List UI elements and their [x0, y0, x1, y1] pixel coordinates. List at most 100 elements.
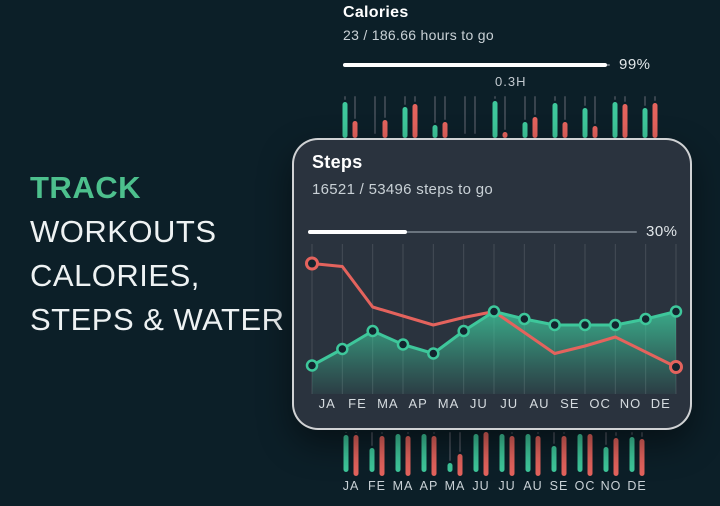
steps-data-point — [366, 324, 379, 338]
ticker-wick — [407, 432, 409, 434]
ticker-bar-red — [352, 121, 358, 138]
chart-month-label: NO — [620, 396, 642, 411]
steps-progress: 30% — [308, 223, 678, 240]
ticker-wick — [594, 96, 596, 124]
ticker-bar-red — [379, 436, 385, 476]
ticker-bar-green — [447, 463, 453, 472]
steps-data-point — [639, 312, 652, 326]
ticker-wick — [374, 96, 376, 134]
steps-card: JA FE MA AP MA JU JU AU SE OC NO DE Steps 16521 / 5… — [292, 138, 692, 430]
bottom-ticker-chart: JA FE MA AP MA JU JU AU SE OC NO DE — [343, 432, 646, 493]
ticker-wick — [504, 96, 506, 130]
steps-subtitle: 16521 / 53496 steps to go — [312, 181, 493, 198]
ticker-wick — [524, 96, 526, 120]
ticker-wick — [614, 96, 616, 100]
ticker-wick — [384, 96, 386, 118]
ticker-bar-green — [603, 447, 609, 472]
ticker-bar-green — [432, 125, 438, 138]
ticker-bar-red — [431, 436, 437, 476]
bottom-month-label: SE — [550, 479, 569, 493]
bottom-month-label: DE — [627, 479, 646, 493]
ticker-bar-red — [561, 436, 567, 476]
steps-data-point — [578, 318, 592, 332]
ticker-bar-green — [642, 108, 648, 138]
steps-data-point — [305, 359, 319, 372]
ticker-wick — [459, 432, 461, 452]
chart-month-label: FE — [348, 396, 367, 411]
ticker-wick — [354, 96, 356, 119]
steps-percent: 30% — [646, 223, 678, 240]
ticker-bar-red — [353, 435, 359, 476]
ticker-bar-green — [499, 434, 505, 472]
ticker-wick — [615, 432, 617, 436]
ticker-bar-red — [442, 122, 448, 138]
ticker-bar-red — [613, 438, 619, 476]
chart-month-label: MA — [377, 396, 399, 411]
ticker-bar-red — [639, 439, 645, 476]
ticker-bar-red — [457, 454, 463, 476]
steps-title: Steps — [312, 152, 363, 172]
ticker-wick — [553, 432, 555, 444]
bottom-month-label: AP — [420, 479, 439, 493]
steps-area — [312, 311, 676, 394]
ticker-wick — [371, 432, 373, 446]
calories-time-marker: 0.3H — [495, 74, 527, 89]
ticker-wick — [433, 432, 435, 434]
ticker-bar-green — [395, 434, 401, 472]
top-ticker-chart — [342, 96, 658, 138]
steps-progress-fill — [308, 229, 407, 234]
steps-data-point — [396, 338, 410, 351]
ticker-wick — [344, 96, 346, 100]
bottom-month-label: MA — [393, 479, 414, 493]
calories-section: Calories 23 / 186.66 hours to go 99% 0.3… — [343, 4, 683, 89]
chart-month-label: AP — [408, 396, 427, 411]
steps-progress-bar — [308, 229, 637, 235]
calories-progress-fill — [343, 62, 608, 67]
steps-data-point — [336, 342, 349, 356]
bottom-month-label: OC — [575, 479, 596, 493]
ticker-wick — [554, 96, 556, 101]
steps-data-point — [457, 324, 470, 338]
ticker-wick — [624, 96, 626, 102]
steps-data-point — [609, 318, 622, 332]
ticker-bar-green — [402, 107, 408, 138]
chart-month-label: OC — [589, 396, 611, 411]
ticker-bar-red — [592, 126, 598, 138]
ticker-wick — [381, 432, 383, 434]
ticker-wick — [449, 432, 451, 461]
ticker-bar-green — [369, 448, 375, 472]
headline-line-3: STEPS & WATER — [30, 302, 285, 337]
ticker-bar-red — [652, 103, 658, 138]
ticker-wick — [563, 432, 565, 434]
headline-line-2: CALORIES, — [30, 258, 200, 293]
ticker-bar-green — [421, 434, 427, 472]
steps-data-point — [548, 318, 561, 332]
chart-month-label: AU — [529, 396, 549, 411]
bottom-month-label: FE — [368, 479, 386, 493]
ticker-bar-red — [412, 104, 418, 138]
ticker-bar-green — [577, 434, 583, 472]
steps-data-point — [669, 305, 683, 318]
ticker-wick — [537, 432, 539, 434]
calories-data-point — [305, 256, 319, 271]
bottom-month-label: AU — [523, 479, 542, 493]
ticker-bar-red — [532, 117, 538, 138]
headline-block: TRACK WORKOUTS CALORIES, STEPS & WATER — [30, 166, 285, 342]
calories-percent: 99% — [619, 56, 651, 73]
ticker-wick — [564, 96, 566, 120]
bottom-month-label: NO — [601, 479, 622, 493]
ticker-wick — [474, 96, 476, 134]
ticker-wick — [404, 96, 406, 105]
ticker-wick — [494, 96, 496, 99]
ticker-bar-green — [629, 437, 635, 472]
headline-line-1: WORKOUTS — [30, 214, 217, 249]
ticker-bar-green — [552, 103, 558, 138]
bottom-month-label: JA — [343, 479, 360, 493]
ticker-wick — [511, 432, 513, 434]
ticker-bar-red — [622, 104, 628, 138]
calories-progress: 99% — [343, 56, 683, 73]
ticker-wick — [654, 96, 656, 101]
ticker-bar-green — [551, 446, 557, 472]
steps-progress-track — [308, 230, 637, 233]
bottom-month-label: MA — [445, 479, 466, 493]
